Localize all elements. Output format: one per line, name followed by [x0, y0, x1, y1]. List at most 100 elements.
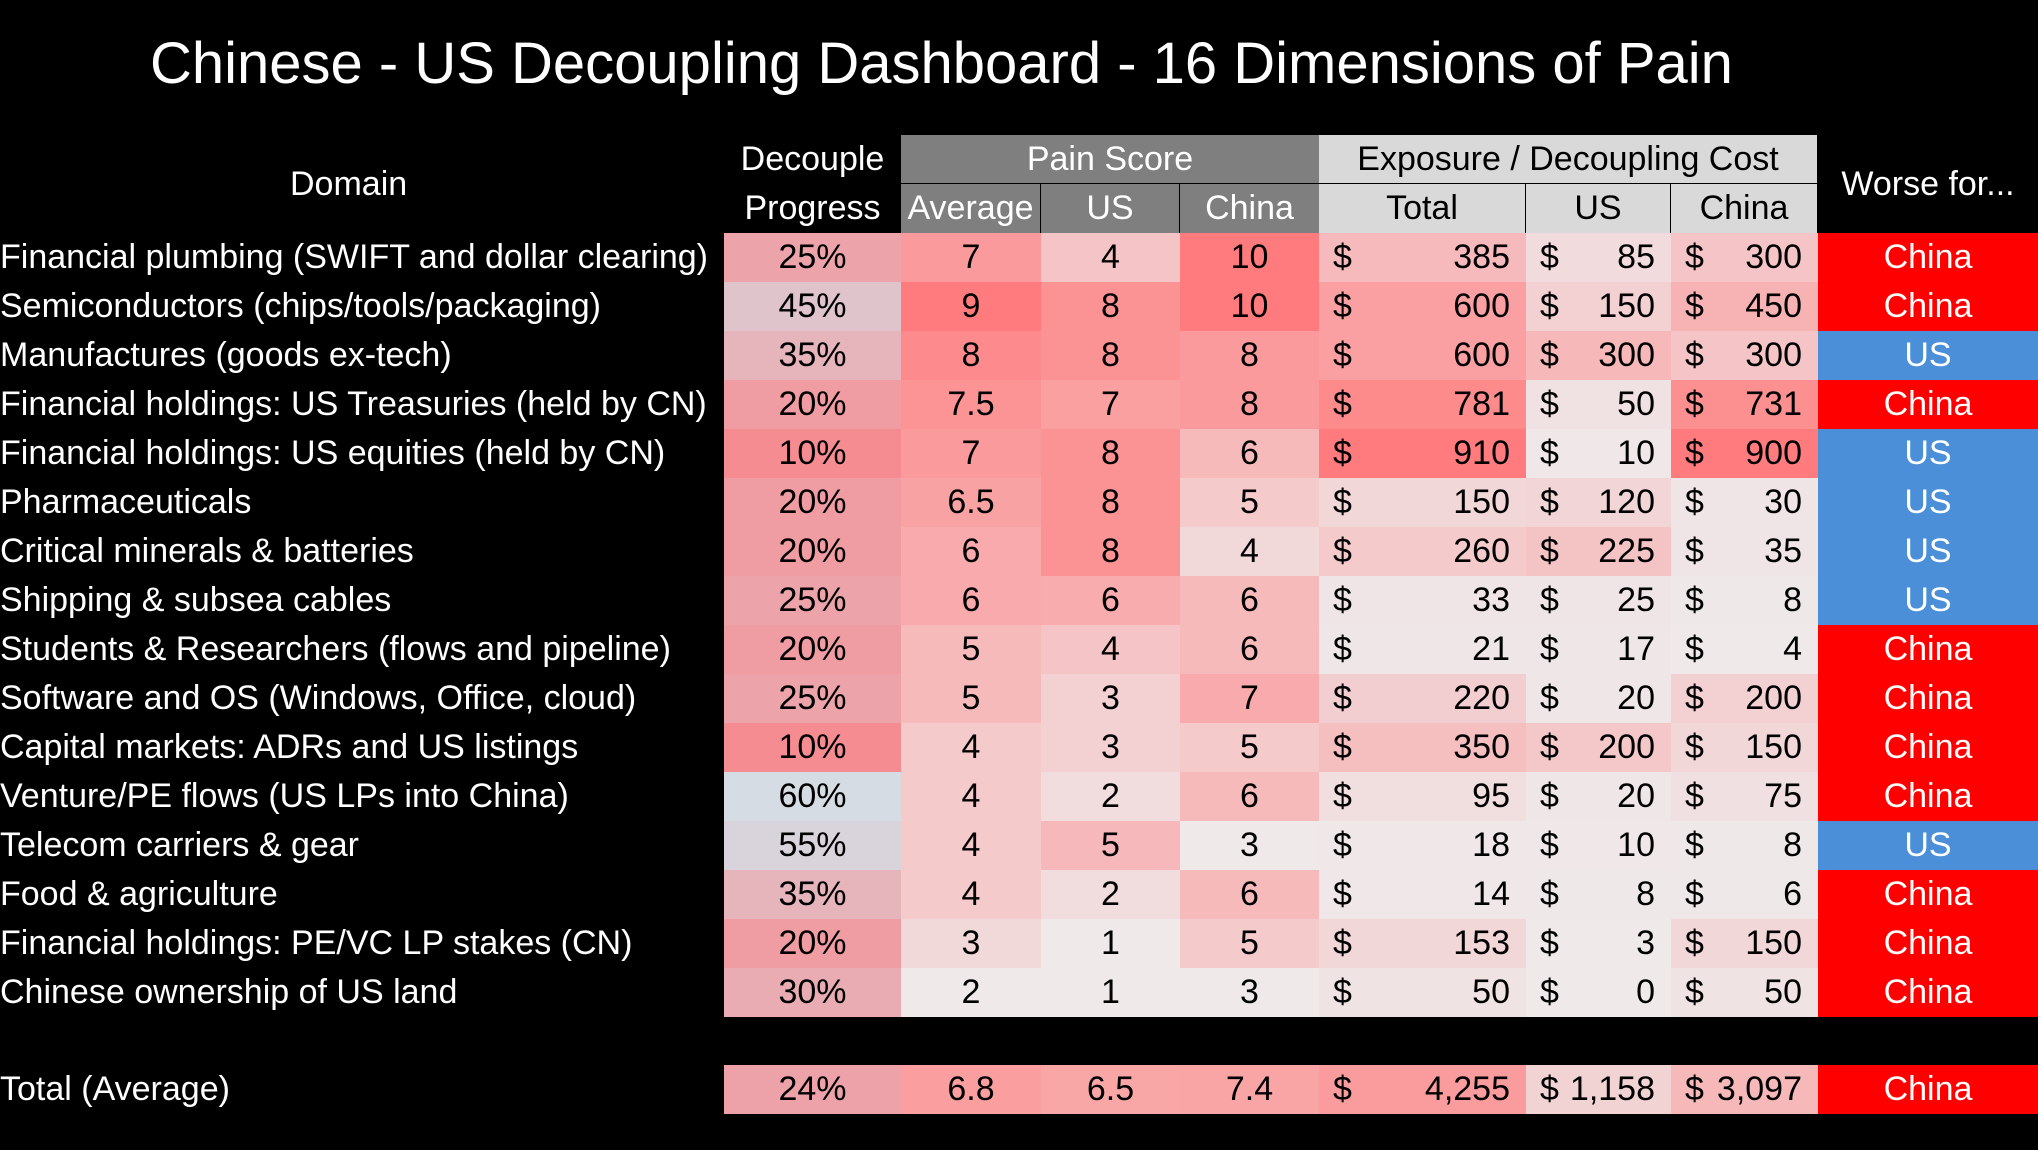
row-exp-total: $781	[1319, 380, 1526, 429]
currency-symbol: $	[1685, 581, 1704, 619]
amount: 4	[1783, 630, 1802, 668]
row-pain-us: 8	[1041, 429, 1180, 478]
currency-symbol: $	[1540, 385, 1559, 423]
row-pain-average: 6	[901, 527, 1041, 576]
row-domain: Total (Average)	[0, 1070, 230, 1108]
row-domain: Chinese ownership of US land	[0, 973, 458, 1011]
currency-symbol: $	[1685, 924, 1704, 962]
row-progress: 20%	[724, 380, 901, 429]
amount: 20	[1617, 777, 1655, 815]
amount: 10	[1617, 826, 1655, 864]
row-exp-china: $4	[1671, 625, 1818, 674]
header-pain-china: China	[1180, 184, 1319, 233]
row-pain-china: 6	[1180, 772, 1319, 821]
row-pain-us: 2	[1041, 870, 1180, 919]
currency-symbol: $	[1685, 679, 1704, 717]
row-pain-china: 3	[1180, 968, 1319, 1017]
currency-symbol: $	[1540, 336, 1559, 374]
amount: 150	[1745, 924, 1802, 962]
amount: 260	[1453, 532, 1510, 570]
amount: 8	[1636, 875, 1655, 913]
row-pain-china: 10	[1180, 282, 1319, 331]
amount: 900	[1745, 434, 1802, 472]
currency-symbol: $	[1540, 581, 1559, 619]
row-progress: 35%	[724, 331, 901, 380]
row-domain: Critical minerals & batteries	[0, 532, 414, 570]
row-exp-china: $3,097	[1671, 1065, 1818, 1114]
currency-symbol: $	[1333, 483, 1352, 521]
amount: 4,255	[1424, 1070, 1510, 1108]
currency-symbol: $	[1333, 532, 1352, 570]
amount: 3	[1636, 924, 1655, 962]
row-pain-china: 7.4	[1180, 1065, 1319, 1114]
currency-symbol: $	[1540, 630, 1559, 668]
amount: 450	[1745, 287, 1802, 325]
header-exp-china: China	[1671, 184, 1817, 233]
currency-symbol: $	[1333, 581, 1352, 619]
amount: 30	[1764, 483, 1802, 521]
row-progress: 30%	[724, 968, 901, 1017]
currency-symbol: $	[1685, 973, 1704, 1011]
row-exp-china: $300	[1671, 331, 1818, 380]
currency-symbol: $	[1333, 679, 1352, 717]
row-worse-for: China	[1818, 968, 2038, 1017]
row-pain-china: 7	[1180, 674, 1319, 723]
row-pain-china: 6	[1180, 625, 1319, 674]
amount: 350	[1453, 728, 1510, 766]
amount: 8	[1783, 581, 1802, 619]
currency-symbol: $	[1685, 336, 1704, 374]
row-pain-us: 3	[1041, 723, 1180, 772]
currency-symbol: $	[1540, 973, 1559, 1011]
row-progress: 10%	[724, 429, 901, 478]
header-exp-us: US	[1526, 184, 1670, 233]
row-progress: 35%	[724, 870, 901, 919]
row-exp-us: $120	[1526, 478, 1671, 527]
amount: 50	[1764, 973, 1802, 1011]
row-exp-total: $50	[1319, 968, 1526, 1017]
amount: 150	[1745, 728, 1802, 766]
row-exp-china: $450	[1671, 282, 1818, 331]
row-pain-china: 6	[1180, 870, 1319, 919]
header-pain-us: US	[1041, 184, 1179, 233]
currency-symbol: $	[1685, 483, 1704, 521]
row-exp-total: $910	[1319, 429, 1526, 478]
header-domain: Domain	[290, 165, 408, 203]
row-worse-for: US	[1818, 478, 2038, 527]
row-exp-us: $225	[1526, 527, 1671, 576]
row-pain-average: 8	[901, 331, 1041, 380]
amount: 18	[1472, 826, 1510, 864]
amount: 3,097	[1716, 1070, 1802, 1108]
row-worse-for: US	[1818, 576, 2038, 625]
header-decouple-line2: Progress	[744, 189, 881, 227]
row-domain: Pharmaceuticals	[0, 483, 252, 521]
row-pain-us: 8	[1041, 282, 1180, 331]
currency-symbol: $	[1333, 777, 1352, 815]
amount: 385	[1453, 238, 1510, 276]
row-exp-china: $150	[1671, 919, 1818, 968]
row-pain-china: 10	[1180, 233, 1319, 282]
row-pain-us: 6.5	[1041, 1065, 1180, 1114]
header-exp-total: Total	[1319, 184, 1525, 233]
row-pain-average: 4	[901, 870, 1041, 919]
row-exp-total: $385	[1319, 233, 1526, 282]
amount: 35	[1764, 532, 1802, 570]
currency-symbol: $	[1685, 532, 1704, 570]
currency-symbol: $	[1540, 826, 1559, 864]
header-worse-for: Worse for...	[1841, 165, 2015, 203]
row-exp-total: $18	[1319, 821, 1526, 870]
row-pain-china: 8	[1180, 380, 1319, 429]
row-exp-us: $85	[1526, 233, 1671, 282]
row-pain-us: 1	[1041, 919, 1180, 968]
row-domain: Food & agriculture	[0, 875, 278, 913]
row-pain-china: 5	[1180, 478, 1319, 527]
amount: 120	[1598, 483, 1655, 521]
row-exp-total: $600	[1319, 282, 1526, 331]
row-exp-total: $600	[1319, 331, 1526, 380]
amount: 600	[1453, 287, 1510, 325]
amount: 300	[1598, 336, 1655, 374]
amount: 21	[1472, 630, 1510, 668]
currency-symbol: $	[1333, 728, 1352, 766]
row-worse-for: China	[1818, 625, 2038, 674]
row-domain: Financial holdings: PE/VC LP stakes (CN)	[0, 924, 633, 962]
